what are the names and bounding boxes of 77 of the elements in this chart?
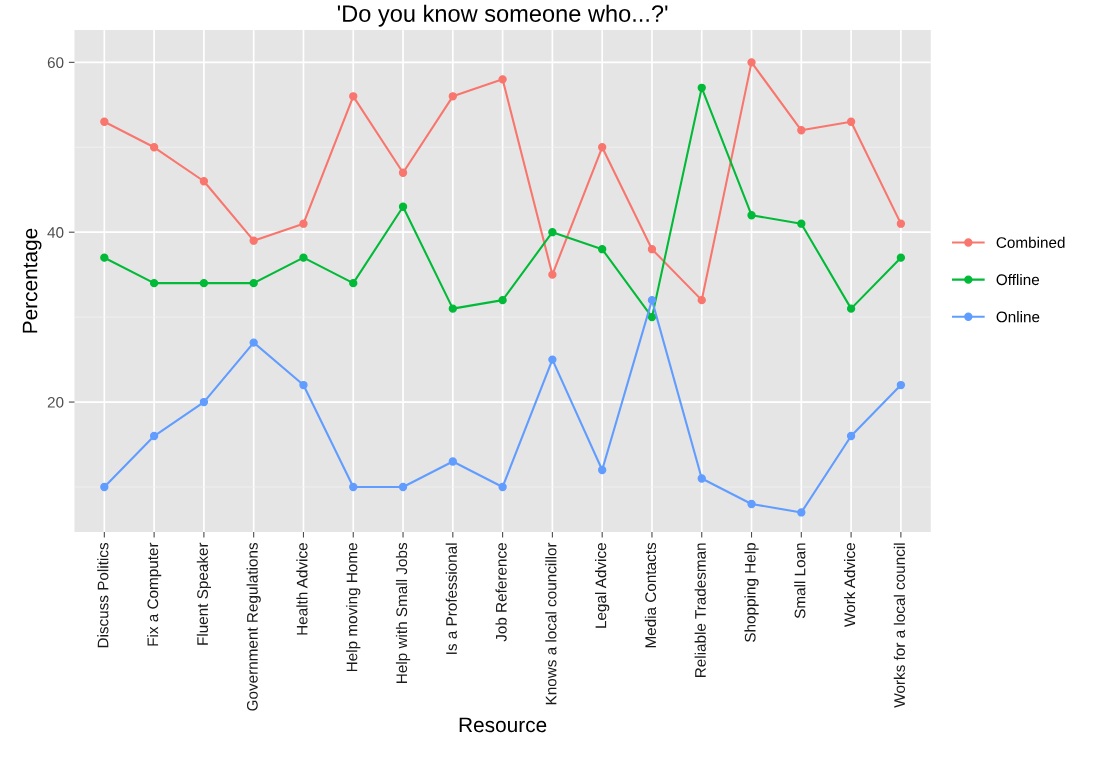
legend-label: Offline [996,273,1040,286]
point [846,431,856,441]
x-tick-label: Legal Advice [595,543,610,628]
point [249,278,258,288]
point [398,202,408,211]
point [896,380,906,390]
point [249,236,258,245]
point [100,253,109,262]
point [299,253,308,262]
point [598,143,607,152]
point [697,83,706,92]
point [598,245,607,254]
legend-label: Online [996,311,1040,323]
point [896,253,906,262]
chart-title: 'Do you know someone who...?' [337,4,668,27]
point [797,126,806,135]
point [100,117,109,126]
point [299,219,308,228]
point [697,295,706,305]
point [448,304,457,313]
x-tick-label: Work Advice [843,543,856,627]
x-tick-label: Shopping Help [744,543,759,642]
point [747,211,756,220]
point [448,92,457,101]
point [199,278,209,288]
point [448,457,457,466]
y-tick-label: 60 [47,57,64,69]
y-axis-title: Percentage [22,228,42,333]
point [647,245,657,254]
x-tick-label: Help moving Home [346,543,361,672]
x-tick-label: Job Reference [495,543,507,642]
x-tick-label: Help with Small Jobs [395,542,411,683]
point [548,270,557,279]
point [498,482,507,492]
point [548,355,557,364]
point [647,295,657,305]
point [896,219,906,228]
point [149,431,159,441]
point [299,380,308,390]
x-tick-label: Fix a Computer [146,542,162,646]
point [149,278,159,288]
point [697,474,706,483]
y-tick-label: 20 [47,396,64,408]
point [349,482,358,492]
x-axis-title: Resource [459,717,547,733]
point [199,177,209,186]
point [797,508,806,517]
point [846,304,856,313]
point [149,143,159,152]
point [846,117,856,126]
point [398,482,408,492]
x-tick-label: Small Loan [794,543,806,619]
point [498,295,507,305]
x-tick-label: Knows a local councillor [545,542,557,705]
point [199,397,209,407]
x-tick-label: Health Advice [296,543,308,635]
point [598,465,607,475]
x-tick-label: Discuss Politics [97,542,109,648]
x-tick-label: Fluent Speaker [196,542,212,645]
point [349,92,358,101]
x-tick-label: Works for a local council [893,543,905,708]
x-tick-label: Government Regulations [246,542,261,711]
point [249,338,258,347]
point [548,228,557,237]
point [398,168,408,177]
point [747,499,756,509]
x-tick-label: Is a Professional [445,543,457,654]
legend-label: Combined [996,236,1065,248]
point [100,482,109,492]
point [498,75,507,84]
point [747,58,756,67]
point [797,219,806,228]
point [349,278,358,288]
x-tick-label: Reliable Tradesman [694,543,706,678]
y-tick-label: 40 [47,227,64,238]
x-tick-label: Media Contacts [644,542,657,648]
point [647,312,657,322]
